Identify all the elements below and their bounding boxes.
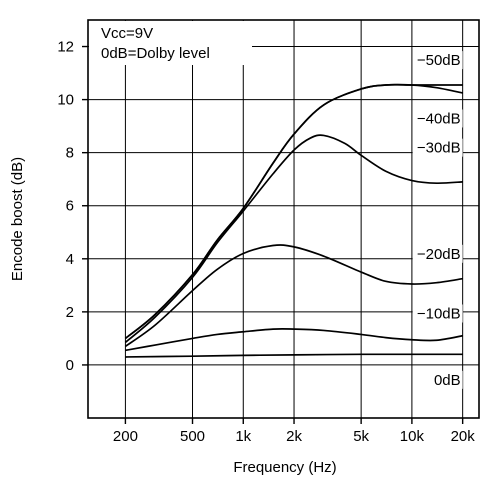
- annotation-line-vcc: Vcc=9V: [101, 25, 153, 42]
- x-tick-label-4: 5k: [353, 428, 369, 445]
- y-tick-label-1: 2: [66, 304, 74, 321]
- series-label-3: −30dB: [417, 140, 461, 157]
- x-tick-label-2: 1k: [235, 428, 251, 445]
- y-tick-label-0: 0: [66, 357, 74, 374]
- series-label-bg-4: [412, 109, 463, 128]
- y-tick-label-3: 6: [66, 198, 74, 215]
- series-label-bg-1: [412, 304, 463, 323]
- x-tick-label-1: 500: [180, 428, 205, 445]
- y-tick-label-6: 12: [57, 39, 74, 56]
- series-label-4: −40dB: [417, 110, 461, 127]
- plot-frame: [87, 19, 480, 419]
- x-tick-label-6: 20k: [451, 428, 476, 445]
- curve-1: [125, 328, 463, 352]
- annotation-box: Vcc=9V 0dB=Dolby level: [89, 21, 252, 65]
- x-tick-label-0: 200: [113, 428, 138, 445]
- ticks: [82, 45, 464, 424]
- y-tick-label-5: 10: [57, 92, 74, 109]
- series-label-bg-3: [412, 138, 463, 157]
- x-tick-label-5: 10k: [400, 428, 425, 445]
- curve-5: [124, 83, 463, 340]
- series-label-0: 0dB: [434, 372, 461, 389]
- y-axis-label: Encode boost (dB): [9, 157, 26, 281]
- x-tick-label-3: 2k: [286, 428, 302, 445]
- curve-3: [124, 134, 463, 344]
- series-labels: 0dB −10dB −20dB −30dB −40dB −50dB: [412, 51, 463, 389]
- annotation-background: [89, 21, 252, 65]
- series-label-2: −20dB: [417, 246, 461, 263]
- grid: [88, 20, 479, 418]
- series-label-1: −10dB: [417, 306, 461, 323]
- y-tick-label-2: 4: [66, 251, 74, 268]
- x-axis-label: Frequency (Hz): [233, 459, 336, 476]
- series-label-5: −50dB: [417, 52, 461, 69]
- curve-0: [125, 353, 463, 358]
- y-tick-label-4: 8: [66, 145, 74, 162]
- curve-2: [124, 244, 463, 348]
- series-label-bg-2: [412, 244, 463, 263]
- series-label-bg-5: [412, 51, 463, 70]
- annotation-line-dolby: 0dB=Dolby level: [101, 45, 210, 62]
- series-label-bg-0: [429, 370, 463, 389]
- tick-labels: 200 500 1k 2k 5k 10k 20k 0 2 4 6 8 10 12: [57, 39, 475, 445]
- curves: [124, 83, 463, 358]
